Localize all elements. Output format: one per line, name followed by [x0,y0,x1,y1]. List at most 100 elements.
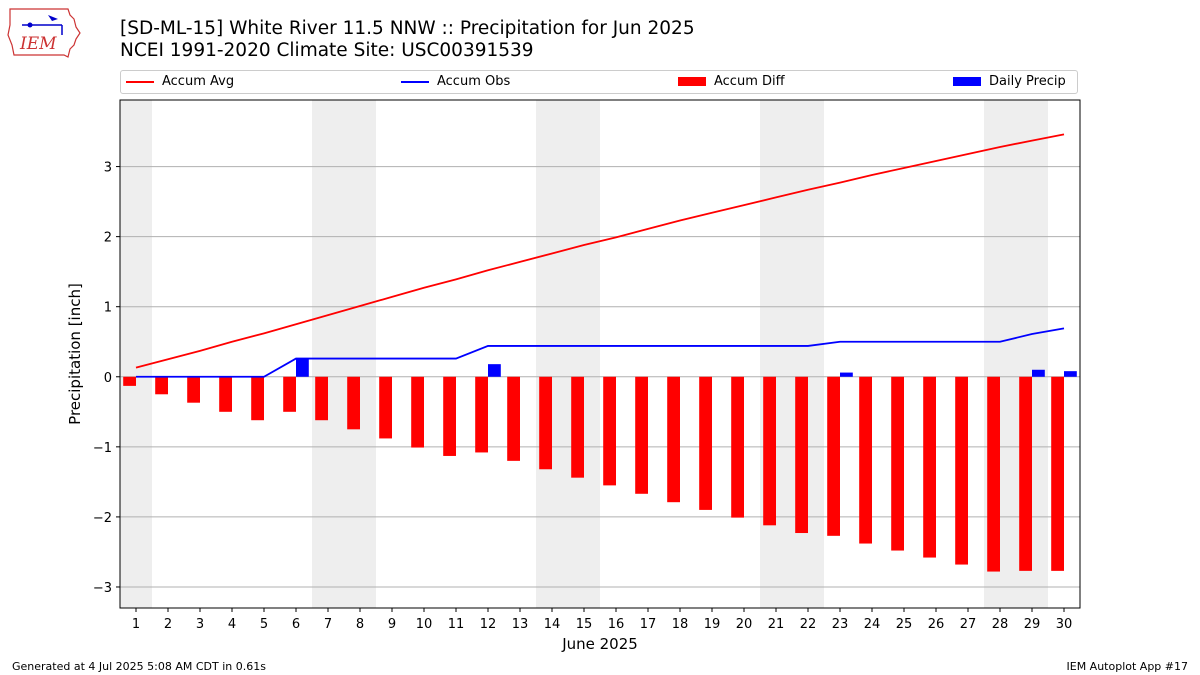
accum-diff-bar [251,376,264,421]
chart-legend: Accum Avg Accum Obs Accum Diff Daily Pre… [120,70,1078,94]
x-tick-label: 16 [608,617,625,632]
accum-obs-line [136,327,1065,378]
x-tick-label: 6 [292,617,300,632]
accum-diff-bar [315,376,328,421]
legend-swatch-accum-obs [401,80,429,83]
x-tick-label: 3 [196,617,204,632]
accum-diff-bar [411,376,424,448]
y-tick-label: −2 [93,511,112,526]
legend-swatch-daily-precip [953,77,981,86]
legend-label-accum-avg: Accum Avg [162,74,235,89]
x-tick-label: 19 [704,617,721,632]
shaded-band [984,100,1048,608]
legend-label-accum-obs: Accum Obs [437,74,511,89]
x-tick-label: 20 [736,617,753,632]
daily-precip-bar [1032,369,1045,377]
app-id: IEM Autoplot App #17 [1066,660,1189,673]
accum-diff-bar [923,376,936,558]
x-tick-label: 12 [480,617,497,632]
accum-diff-bar [123,376,136,386]
shaded-band [120,100,152,608]
y-tick-label: −3 [93,581,112,596]
x-tick-label: 24 [864,617,881,632]
accum-diff-bar [187,376,200,403]
accum-diff-bar [603,376,616,486]
daily-precip-bar [296,358,309,377]
generated-timestamp: Generated at 4 Jul 2025 5:08 AM CDT in 0… [12,660,266,673]
x-tick-label: 18 [672,617,689,632]
accum-diff-bar [955,376,968,565]
accum-diff-bar [1019,376,1032,571]
accum-diff-bar [219,376,232,412]
accum-diff-bar [379,376,392,439]
x-tick-label: 14 [544,617,561,632]
x-tick-label: 21 [768,617,785,632]
logo-text: IEM [19,34,57,54]
accum-diff-bar [987,376,1000,572]
legend-item-accum-obs: Accum Obs [401,74,510,89]
x-tick-label: 1 [132,617,140,632]
daily-precip-bar [1064,371,1077,377]
accum-diff-bar [1051,376,1064,571]
shaded-band [536,100,600,608]
accum-avg-line [135,133,1065,369]
accum-diff-bar [763,376,776,526]
legend-label-accum-diff: Accum Diff [714,74,785,89]
x-tick-label: 30 [1056,617,1073,632]
x-axis-label: June 2025 [561,635,638,653]
chart-subtitle: NCEI 1991-2020 Climate Site: USC00391539 [120,40,534,61]
accum-diff-bar [859,376,872,544]
y-tick-label: 2 [104,231,112,246]
x-tick-label: 7 [324,617,332,632]
accum-diff-bar [571,376,584,478]
accum-diff-bar [635,376,648,494]
legend-item-accum-avg: Accum Avg [126,74,234,89]
x-tick-label: 5 [260,617,268,632]
plot-frame [119,99,1081,609]
x-tick-label: 2 [164,617,172,632]
x-tick-label: 25 [896,617,913,632]
x-tick-label: 29 [1024,617,1041,632]
x-tick-label: 9 [388,617,396,632]
y-tick-label: 0 [104,371,112,386]
accum-diff-bar [795,376,808,534]
x-tick-label: 8 [356,617,364,632]
x-tick-label: 4 [228,617,236,632]
x-tick-label: 22 [800,617,817,632]
y-tick-label: 3 [104,161,112,176]
legend-label-daily-precip: Daily Precip [989,74,1066,89]
x-tick-label: 27 [960,617,977,632]
accum-diff-bar [507,376,520,461]
shaded-band [760,100,824,608]
accum-diff-bar [539,376,552,470]
shaded-band [312,100,376,608]
accum-diff-bar [827,376,840,536]
x-tick-label: 10 [416,617,433,632]
x-tick-label: 23 [832,617,849,632]
x-tick-label: 17 [640,617,657,632]
x-tick-label: 11 [448,617,465,632]
daily-precip-bar [840,372,853,377]
accum-diff-bar [443,376,456,456]
accum-diff-bar [475,376,488,453]
iem-logo: IEM [7,8,81,58]
y-axis-label: Precipitation [inch] [66,283,84,425]
chart-title: [SD-ML-15] White River 11.5 NNW :: Preci… [120,18,695,39]
accum-diff-bar [731,376,744,518]
y-tick-label: −1 [93,441,112,456]
legend-swatch-accum-diff [678,77,706,86]
daily-precip-bar [488,364,501,377]
accum-diff-bar [667,376,680,503]
accum-diff-bar [891,376,904,551]
legend-swatch-accum-avg [126,80,154,83]
x-tick-label: 26 [928,617,945,632]
y-tick-label: 1 [104,301,112,316]
legend-item-accum-diff: Accum Diff [678,74,785,89]
accum-diff-bar [155,376,168,395]
accum-diff-bar [283,376,296,412]
accum-diff-bar [347,376,360,430]
x-tick-label: 13 [512,617,529,632]
x-tick-label: 28 [992,617,1009,632]
legend-item-daily-precip: Daily Precip [953,74,1066,89]
